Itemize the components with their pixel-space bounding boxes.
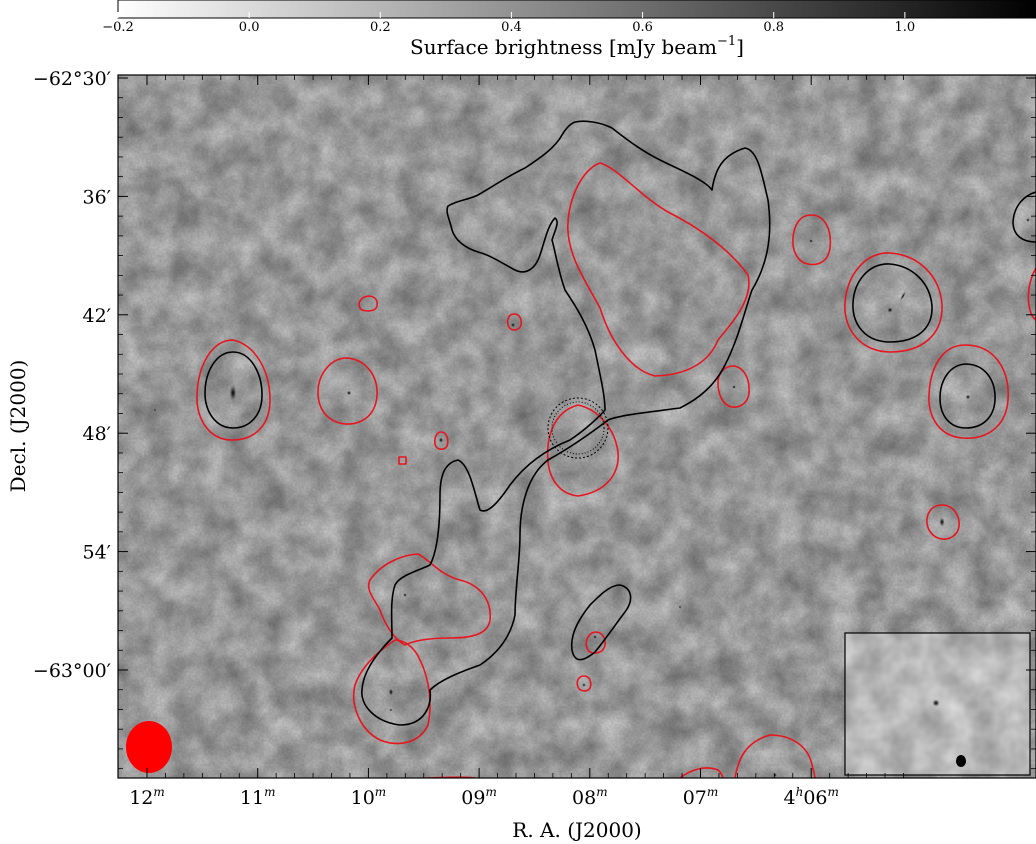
black-contour xyxy=(939,363,996,429)
x-tick-label: 11m xyxy=(240,785,276,809)
point-source xyxy=(346,390,352,396)
x-tick-label: 12m xyxy=(129,785,165,809)
y-tick-label: 54′ xyxy=(83,542,112,564)
red-contour xyxy=(398,456,407,465)
red-contour xyxy=(567,162,750,377)
red-contour xyxy=(434,431,449,450)
colorbar-label: Surface brightness [mJy beam−1] xyxy=(410,34,744,59)
black-contour xyxy=(361,120,771,726)
red-contour xyxy=(576,675,592,692)
colorbar-tick-label: 0.0 xyxy=(239,20,260,35)
red-contour xyxy=(928,344,1009,439)
point-source xyxy=(153,408,157,412)
red-contour xyxy=(196,339,271,441)
red-contour xyxy=(844,252,943,353)
dotted-circle xyxy=(551,401,605,455)
red-contour xyxy=(367,553,491,646)
y-tick-label: −62°30′ xyxy=(33,68,111,90)
point-source xyxy=(809,239,813,243)
colorbar-tick-label: 0.2 xyxy=(370,20,391,35)
point-source xyxy=(510,322,516,328)
point-source xyxy=(403,593,407,597)
point-source xyxy=(389,708,393,712)
black-contour xyxy=(852,263,933,343)
point-source xyxy=(438,437,444,443)
x-axis-label: R. A. (J2000) xyxy=(512,818,641,842)
black-contour xyxy=(204,351,263,429)
y-tick-label: 36′ xyxy=(83,186,112,208)
red-contour xyxy=(358,295,378,312)
x-tick-label: 10m xyxy=(351,785,387,809)
point-source xyxy=(939,517,945,527)
x-tick-labels: 12m 11m 10m 09m 08m 07m 4h06m xyxy=(129,785,839,809)
colorbar-tick-label: 0.8 xyxy=(763,20,784,35)
point-source xyxy=(732,385,736,389)
red-contour xyxy=(506,313,523,331)
red-contour xyxy=(792,214,832,266)
colorbar-tick-label: 0.4 xyxy=(501,20,522,35)
colorbar-gradient xyxy=(117,0,1036,19)
y-tick-label: 42′ xyxy=(83,305,112,327)
colorbar-tick-label: −0.2 xyxy=(102,20,134,35)
sky-image xyxy=(117,74,1036,779)
axis-ticks xyxy=(118,75,1036,778)
point-source xyxy=(773,773,777,777)
point-source xyxy=(965,394,971,400)
point-source xyxy=(1026,218,1030,222)
colorbar-ticks: −0.2 0.0 0.2 0.4 0.6 0.8 1.0 xyxy=(102,12,915,35)
point-source xyxy=(887,307,893,313)
y-tick-label: −63°00′ xyxy=(33,660,111,682)
beam-ellipse xyxy=(126,721,172,773)
colorbar-tick-label: 1.0 xyxy=(895,20,916,35)
red-contour xyxy=(353,639,431,745)
red-contour xyxy=(546,404,619,497)
x-tick-label: 07m xyxy=(683,785,719,809)
point-source xyxy=(899,290,907,302)
y-tick-labels: −62°30′ 36′ 42′ 48′ 54′ −63°00′ xyxy=(33,68,111,682)
x-tick-label: 08m xyxy=(572,785,608,809)
inset-source-bright xyxy=(956,755,966,767)
red-contour xyxy=(926,504,960,540)
point-source xyxy=(678,605,682,609)
point-source xyxy=(229,384,237,402)
y-axis-label: Decl. (J2000) xyxy=(6,360,30,493)
inset-source xyxy=(932,699,940,707)
plot-frame xyxy=(117,74,1036,779)
x-tick-label: 09m xyxy=(461,785,497,809)
point-source xyxy=(388,688,394,696)
red-contour xyxy=(317,357,378,425)
target-marker xyxy=(547,397,609,459)
x-tick-label: 4h06m xyxy=(783,785,838,809)
red-contour xyxy=(679,767,724,778)
black-contour xyxy=(570,584,632,661)
red-contour xyxy=(1027,267,1036,321)
colorbar: −0.2 0.0 0.2 0.4 0.6 0.8 1.0 Surface brightnes… xyxy=(102,0,1036,59)
dashed-circle xyxy=(547,397,609,459)
colorbar-tick-label: 0.6 xyxy=(632,20,653,35)
red-contour xyxy=(734,734,816,778)
inset-panel xyxy=(844,632,1031,776)
red-contour xyxy=(585,631,606,654)
y-tick-label: 48′ xyxy=(83,423,112,445)
point-source xyxy=(582,683,586,687)
point-source xyxy=(593,635,597,639)
red-contours xyxy=(196,162,1036,778)
point-sources xyxy=(153,218,1030,777)
